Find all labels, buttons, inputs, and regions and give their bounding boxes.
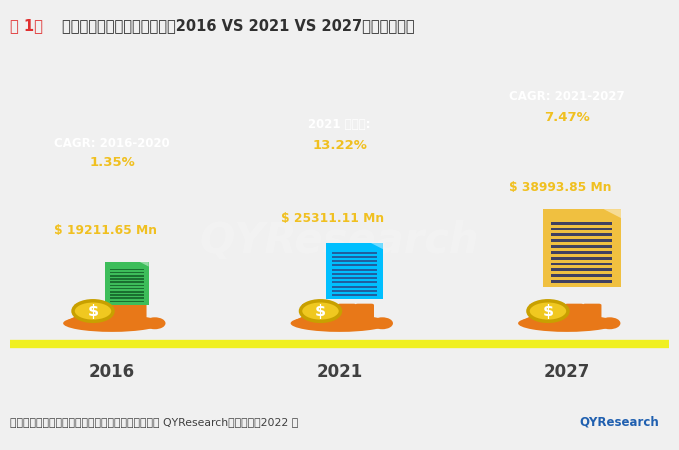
Text: $ 38993.85 Mn: $ 38993.85 Mn (509, 181, 611, 194)
FancyBboxPatch shape (337, 304, 356, 319)
Ellipse shape (518, 315, 616, 332)
Circle shape (73, 301, 113, 321)
FancyBboxPatch shape (551, 251, 612, 254)
FancyBboxPatch shape (92, 304, 111, 319)
FancyBboxPatch shape (332, 290, 377, 292)
Text: 1.35%: 1.35% (89, 156, 135, 169)
Polygon shape (65, 315, 88, 325)
FancyBboxPatch shape (583, 304, 602, 319)
Polygon shape (292, 315, 315, 325)
Circle shape (301, 301, 340, 321)
FancyBboxPatch shape (110, 301, 144, 302)
FancyBboxPatch shape (332, 252, 377, 254)
Text: 2027: 2027 (544, 363, 590, 381)
FancyBboxPatch shape (332, 273, 377, 275)
FancyBboxPatch shape (332, 269, 377, 271)
FancyBboxPatch shape (332, 281, 377, 284)
FancyBboxPatch shape (530, 304, 549, 319)
FancyBboxPatch shape (551, 274, 612, 277)
FancyBboxPatch shape (110, 281, 144, 283)
Text: $ 25311.11 Mn: $ 25311.11 Mn (281, 212, 384, 225)
FancyBboxPatch shape (75, 304, 93, 319)
Text: 图 1：: 图 1： (10, 18, 43, 33)
Circle shape (528, 301, 568, 321)
Text: 2021: 2021 (316, 363, 363, 381)
Text: CAGR: 2021-2027: CAGR: 2021-2027 (509, 90, 625, 103)
FancyBboxPatch shape (551, 245, 612, 248)
FancyBboxPatch shape (128, 304, 147, 319)
FancyBboxPatch shape (551, 268, 612, 271)
FancyBboxPatch shape (565, 304, 584, 319)
Polygon shape (370, 243, 383, 249)
Ellipse shape (599, 317, 621, 329)
Text: QYResearch: QYResearch (579, 415, 659, 428)
FancyBboxPatch shape (110, 288, 144, 289)
FancyBboxPatch shape (551, 262, 612, 265)
FancyBboxPatch shape (551, 228, 612, 230)
FancyBboxPatch shape (110, 278, 144, 280)
Polygon shape (604, 209, 621, 218)
Polygon shape (519, 315, 543, 325)
Text: 13.22%: 13.22% (312, 139, 367, 152)
Ellipse shape (144, 317, 166, 329)
FancyBboxPatch shape (110, 285, 144, 286)
Text: 全球市场汽车芯片市场规模：2016 VS 2021 VS 2027（百万美元）: 全球市场汽车芯片市场规模：2016 VS 2021 VS 2027（百万美元） (62, 18, 415, 33)
FancyBboxPatch shape (110, 272, 144, 273)
FancyBboxPatch shape (110, 304, 129, 319)
FancyBboxPatch shape (105, 261, 149, 305)
FancyBboxPatch shape (551, 280, 612, 283)
Text: 7.47%: 7.47% (544, 111, 590, 124)
FancyBboxPatch shape (551, 239, 612, 242)
Ellipse shape (371, 317, 393, 329)
Text: QYResearch: QYResearch (200, 220, 479, 262)
Polygon shape (139, 261, 149, 266)
FancyBboxPatch shape (355, 304, 374, 319)
FancyBboxPatch shape (110, 269, 144, 270)
Text: $: $ (315, 304, 326, 319)
FancyBboxPatch shape (551, 234, 612, 236)
FancyBboxPatch shape (551, 222, 612, 225)
FancyBboxPatch shape (332, 294, 377, 296)
Ellipse shape (63, 315, 161, 332)
FancyBboxPatch shape (326, 243, 383, 299)
FancyBboxPatch shape (302, 304, 320, 319)
FancyBboxPatch shape (320, 304, 339, 319)
FancyBboxPatch shape (547, 304, 566, 319)
FancyBboxPatch shape (110, 275, 144, 277)
FancyBboxPatch shape (332, 277, 377, 279)
Text: CAGR: 2016-2020: CAGR: 2016-2020 (54, 137, 170, 150)
Text: 资料来源：第三方资料、新闻报道、业内专家采访及 QYResearch整理研究，2022 年: 资料来源：第三方资料、新闻报道、业内专家采访及 QYResearch整理研究，2… (10, 417, 299, 427)
FancyBboxPatch shape (332, 265, 377, 266)
FancyBboxPatch shape (332, 260, 377, 262)
FancyBboxPatch shape (110, 291, 144, 293)
Text: 2021 年增速:: 2021 年增速: (308, 118, 371, 131)
FancyBboxPatch shape (110, 297, 144, 299)
Text: $ 19211.65 Mn: $ 19211.65 Mn (54, 225, 157, 237)
Ellipse shape (291, 315, 388, 332)
FancyBboxPatch shape (110, 294, 144, 296)
FancyBboxPatch shape (332, 256, 377, 258)
FancyBboxPatch shape (332, 285, 377, 288)
FancyBboxPatch shape (543, 209, 621, 288)
Text: $: $ (88, 304, 98, 319)
FancyBboxPatch shape (551, 257, 612, 260)
Text: $: $ (543, 304, 553, 319)
Text: 2016: 2016 (89, 363, 135, 381)
